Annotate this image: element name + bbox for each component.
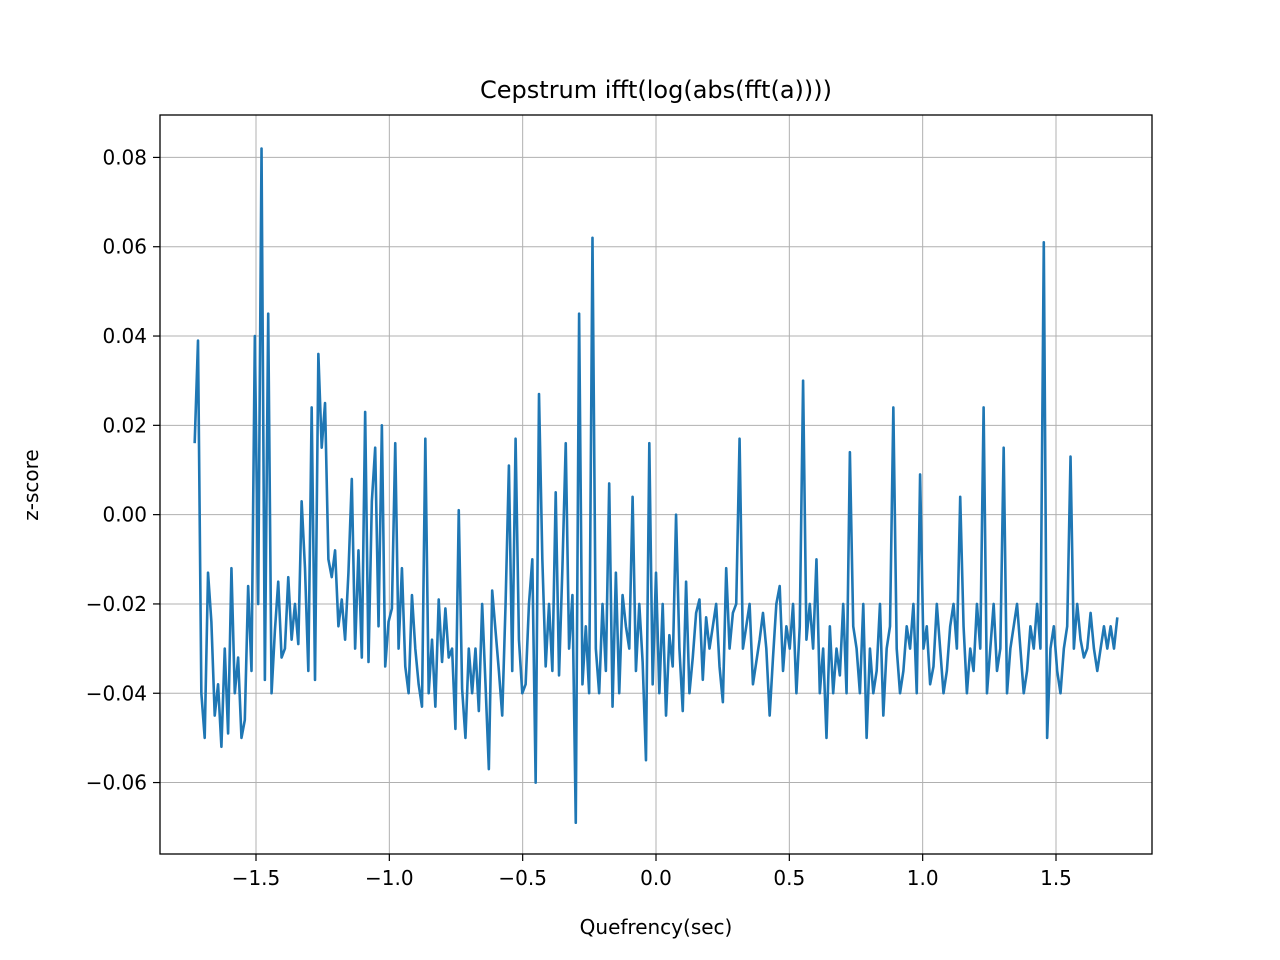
y-tick-label: 0.02: [102, 413, 147, 437]
y-tick-label: 0.04: [102, 324, 147, 348]
x-axis-ticks: −1.5 −1.0 −0.5 0.0 0.5 1.0 1.5: [232, 854, 1072, 890]
x-tick-label: −1.5: [232, 866, 281, 890]
x-tick-label: 1.0: [907, 866, 939, 890]
y-tick-label: −0.06: [86, 771, 147, 795]
y-tick-label: 0.08: [102, 145, 147, 169]
x-tick-label: 0.0: [640, 866, 672, 890]
y-tick-label: 0.00: [102, 503, 147, 527]
x-tick-label: 0.5: [773, 866, 805, 890]
x-axis-label: Quefrency(sec): [580, 915, 733, 939]
y-axis-label: z-score: [19, 449, 43, 520]
chart-title: Cepstrum ifft(log(abs(fft(a)))): [480, 76, 832, 104]
x-tick-label: 1.5: [1040, 866, 1072, 890]
y-tick-label: −0.04: [86, 681, 147, 705]
y-tick-label: 0.06: [102, 235, 147, 259]
data-series: [193, 147, 1119, 825]
y-tick-label: −0.02: [86, 592, 147, 616]
x-tick-label: −1.0: [365, 866, 414, 890]
x-tick-label: −0.5: [498, 866, 547, 890]
cepstrum-series-line: [193, 147, 1119, 825]
y-axis-ticks: −0.06 −0.04 −0.02 0.00 0.02 0.04 0.06 0.08: [86, 145, 160, 795]
